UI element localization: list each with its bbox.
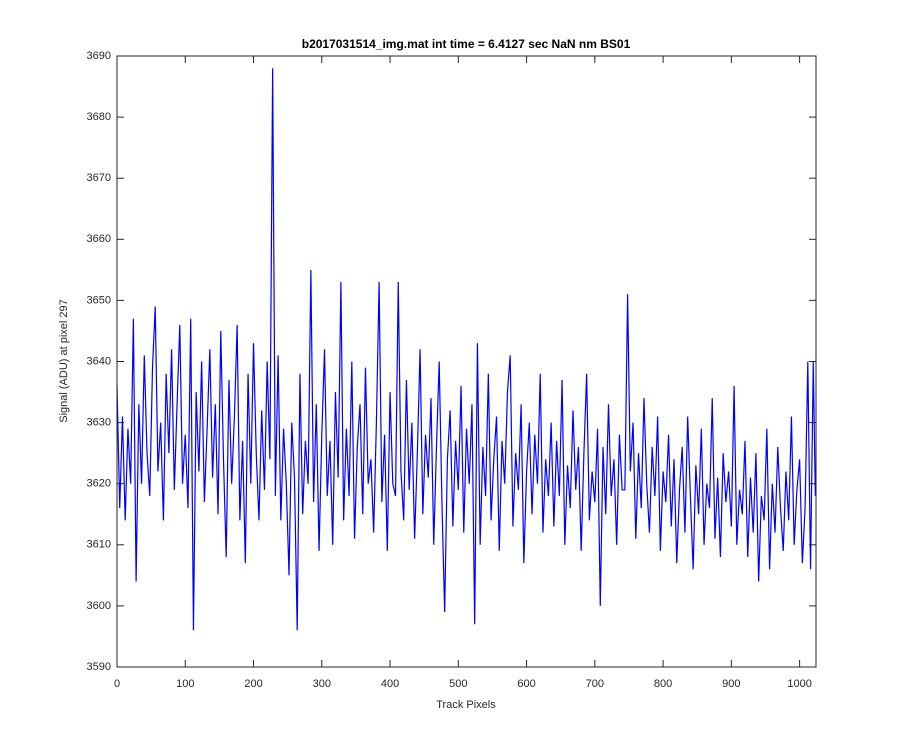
- x-tick-label: 100: [176, 678, 194, 690]
- x-tick-label: 900: [722, 678, 740, 690]
- x-axis-label: Track Pixels: [436, 699, 496, 711]
- x-tick-label: 500: [449, 678, 467, 690]
- data-line: [116, 68, 816, 631]
- y-tick-label: 3660: [87, 233, 111, 245]
- x-tick-label: 300: [313, 678, 331, 690]
- x-tick-label: 1000: [787, 678, 811, 690]
- y-axis-label: Signal (ADU) at pixel 297: [58, 299, 70, 423]
- x-tick-label: 200: [244, 678, 262, 690]
- y-tick-label: 3630: [87, 417, 111, 429]
- y-tick-label: 3680: [87, 111, 111, 123]
- y-tick-label: 3670: [87, 172, 111, 184]
- x-tick-label: 600: [517, 678, 535, 690]
- x-tick-label: 0: [114, 678, 120, 690]
- chart-title: b2017031514_img.mat int time = 6.4127 se…: [302, 37, 631, 51]
- y-tick-label: 3650: [87, 294, 111, 306]
- y-tick-label: 3590: [87, 661, 111, 673]
- y-tick-label: 3640: [87, 355, 111, 367]
- y-tick-label: 3620: [87, 478, 111, 490]
- y-tick-label: 3600: [87, 600, 111, 612]
- x-tick-label: 800: [654, 678, 672, 690]
- y-tick-label: 3610: [87, 539, 111, 551]
- x-tick-label: 700: [586, 678, 604, 690]
- plot-frame: [116, 55, 817, 668]
- x-tick-label: 400: [381, 678, 399, 690]
- y-tick-label: 3690: [87, 50, 111, 62]
